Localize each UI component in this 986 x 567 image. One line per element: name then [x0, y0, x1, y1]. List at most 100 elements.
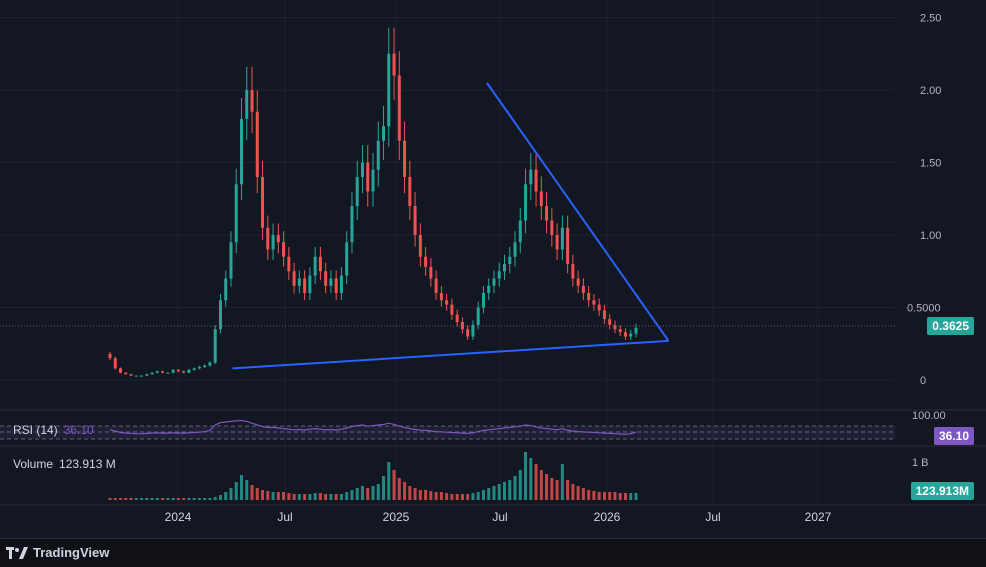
- candle-body: [255, 111, 259, 177]
- candle-body: [524, 184, 528, 221]
- tradingview-logo[interactable]: TradingView: [6, 545, 109, 560]
- volume-indicator-label[interactable]: Volume 123.913 M: [13, 457, 116, 471]
- volume-bar: [418, 490, 422, 500]
- volume-bar: [629, 493, 633, 500]
- candle-body: [466, 329, 470, 337]
- candle-body: [397, 75, 401, 141]
- volume-bar: [476, 492, 480, 500]
- rsi-current-value: 36.10: [63, 423, 94, 437]
- candle-body: [129, 374, 133, 376]
- candle-body: [439, 293, 443, 301]
- volume-bar: [124, 498, 128, 500]
- candle-body: [376, 140, 380, 170]
- candle-body: [355, 177, 359, 206]
- volume-bar: [371, 486, 375, 500]
- x-tick-label: Jul: [277, 510, 292, 524]
- volume-bar: [429, 491, 433, 500]
- candle-body: [224, 278, 228, 301]
- candle-body: [350, 206, 354, 243]
- volume-bar: [508, 480, 512, 500]
- candle-body: [182, 371, 186, 373]
- volume-bar: [587, 490, 591, 500]
- rsi-line: [109, 419, 637, 435]
- volume-bar: [424, 490, 428, 500]
- candle-body: [192, 368, 196, 370]
- trendlines[interactable]: [232, 82, 670, 370]
- volume-bar: [150, 498, 154, 500]
- candle-body: [471, 324, 475, 337]
- volume-bar: [282, 492, 286, 500]
- volume-scale-label: 1 B: [912, 457, 929, 469]
- candle-body: [382, 126, 386, 141]
- y-tick-label: 0.5000: [907, 303, 941, 315]
- volume-bar: [329, 494, 333, 500]
- volume-bar: [313, 493, 317, 500]
- candle-body: [623, 332, 627, 337]
- candle-body: [576, 278, 580, 286]
- volume-bar: [108, 498, 112, 500]
- last-price-badge: 0.3625: [927, 317, 974, 335]
- candle-body: [476, 307, 480, 325]
- volume-bar: [292, 494, 296, 500]
- candle-body: [450, 304, 454, 315]
- volume-bar: [597, 492, 601, 500]
- rsi-badge: 36.10: [933, 427, 974, 445]
- volume-bar: [471, 493, 475, 500]
- candle-body: [234, 184, 238, 243]
- candle-body: [571, 264, 575, 279]
- candle-body: [197, 366, 201, 369]
- candle-body: [229, 242, 233, 279]
- volume-bar: [576, 486, 580, 500]
- tradingview-icon: [6, 546, 28, 559]
- candle-body: [108, 353, 112, 359]
- candle-body: [271, 235, 275, 250]
- candle-body: [334, 278, 338, 293]
- candle-body: [113, 358, 117, 369]
- candle-body: [613, 324, 617, 330]
- volume-bar: [266, 491, 270, 500]
- volume-bar: [324, 494, 328, 500]
- candle-body: [329, 278, 333, 286]
- candle-body: [371, 169, 375, 192]
- y-tick-label: 0: [920, 375, 926, 387]
- volume-bar: [308, 494, 312, 500]
- candle-body: [339, 275, 343, 293]
- x-tick-label: 2024: [165, 510, 192, 524]
- candle-body: [124, 372, 128, 375]
- candle-body: [513, 242, 517, 257]
- volume-bar: [592, 491, 596, 500]
- volume-bar: [539, 470, 543, 500]
- footer: TradingView: [0, 538, 986, 567]
- candle-body: [171, 369, 175, 373]
- y-tick-label: 2.00: [920, 85, 941, 97]
- volume-bar: [334, 494, 338, 500]
- trendline: [232, 339, 669, 370]
- volume-bar: [450, 494, 454, 500]
- candle-body: [408, 177, 412, 206]
- candle-body: [150, 372, 154, 375]
- volume-bars: [108, 452, 638, 500]
- candle-body: [618, 329, 622, 333]
- candle-body: [455, 314, 459, 322]
- candle-body: [418, 235, 422, 257]
- volume-bar: [155, 498, 159, 500]
- candle-body: [287, 256, 291, 272]
- candle-body: [539, 191, 543, 206]
- candle-body: [555, 235, 559, 250]
- volume-bar: [119, 498, 123, 500]
- volume-bar: [403, 482, 407, 500]
- volume-bar: [345, 492, 349, 500]
- volume-bar: [392, 470, 396, 500]
- candle-body: [602, 310, 606, 320]
- candle-body: [282, 242, 286, 257]
- candle-body: [608, 319, 612, 325]
- tradingview-wordmark: TradingView: [33, 545, 110, 560]
- candle-body: [413, 206, 417, 235]
- volume-bar: [197, 498, 201, 500]
- rsi-indicator-label[interactable]: RSI (14) 36.10: [13, 423, 94, 437]
- volume-bar: [203, 498, 207, 500]
- candle-body: [119, 368, 123, 373]
- volume-bar: [529, 458, 533, 500]
- candle-body: [176, 369, 180, 372]
